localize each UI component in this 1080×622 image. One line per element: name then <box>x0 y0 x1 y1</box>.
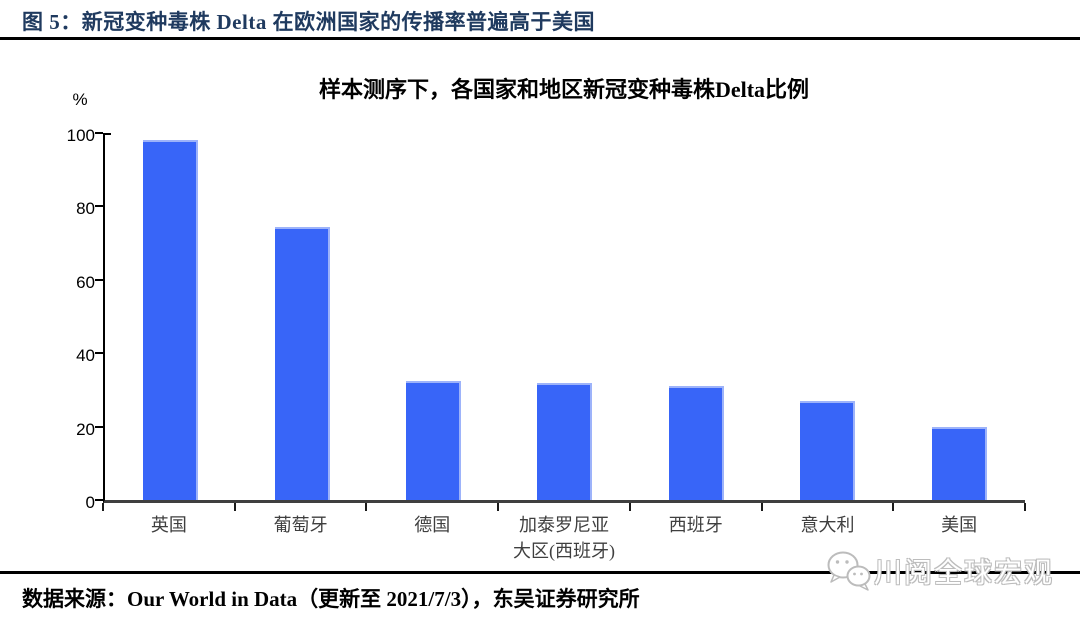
bar-意大利 <box>800 400 856 500</box>
y-axis-unit-label: % <box>72 90 88 109</box>
x-tick-mark <box>497 503 500 511</box>
y-tick-label: 100 <box>66 126 95 145</box>
x-tick-label: 意大利 <box>800 515 855 535</box>
y-tick-mark <box>95 425 103 428</box>
y-tick-label: 0 <box>85 493 95 512</box>
chart-title: 样本测序下，各国家和地区新冠变种毒株Delta比例 <box>318 77 810 102</box>
x-tick-label: 西班牙 <box>668 515 723 535</box>
x-tick-label: 葡萄牙 <box>273 515 328 535</box>
bar-德国 <box>406 380 462 500</box>
watermark-text: 川阅全球宏观 <box>874 558 1055 589</box>
y-tick-mark <box>95 352 103 355</box>
x-tick-mark <box>628 503 631 511</box>
header-divider <box>0 37 1080 40</box>
source-note: 数据来源：Our World in Data（更新至 2021/7/3），东吴证… <box>22 587 640 611</box>
x-tick-mark <box>102 503 104 511</box>
x-axis-labels: 英国 葡萄牙 德国 加泰罗尼亚 大区(西班牙) 西班牙 意大利 美国 <box>103 512 1025 564</box>
x-tick-mark <box>760 503 763 511</box>
x-tick-label: 德国 <box>414 515 451 535</box>
y-axis: 0 20 40 60 80 100 <box>25 126 95 512</box>
y-tick-label: 60 <box>76 272 95 292</box>
y-tick-label: 40 <box>76 346 95 366</box>
x-tick-mark <box>1024 503 1026 511</box>
y-tick-mark <box>95 278 103 281</box>
watermark: 川阅全球宏观 <box>824 548 1054 594</box>
y-tick-mark <box>95 499 103 501</box>
x-tick-label: 英国 <box>150 515 187 535</box>
figure-title: 图 5：新冠变种毒株 Delta 在欧洲国家的传播率普遍高于美国 <box>22 10 596 34</box>
bar-美国 <box>931 426 987 500</box>
bar-cell <box>236 133 367 500</box>
x-tick-label: 加泰罗尼亚 大区(西班牙) <box>513 515 616 561</box>
y-tick-mark <box>95 205 103 208</box>
x-tick-mark <box>365 503 368 511</box>
bar-cell <box>631 133 762 500</box>
bar-英国 <box>143 140 199 500</box>
bar-加泰罗尼亚大区(西班牙) <box>537 382 593 500</box>
bar-cell <box>105 133 236 500</box>
wechat-icon <box>827 551 871 591</box>
y-tick-mark <box>95 132 103 134</box>
bar-cell <box>368 133 499 500</box>
bar-cell <box>499 133 630 500</box>
bar-葡萄牙 <box>274 226 330 500</box>
y-tick-label: 80 <box>76 199 95 219</box>
x-tick-mark <box>892 503 895 511</box>
bar-cell <box>894 133 1025 500</box>
bar-西班牙 <box>668 386 724 500</box>
footer-divider <box>0 571 1080 574</box>
x-tick-label: 美国 <box>941 515 978 535</box>
y-tick-label: 20 <box>76 419 95 439</box>
plot-area <box>95 132 1025 503</box>
bar-cell <box>762 133 893 500</box>
x-tick-mark <box>233 503 236 511</box>
